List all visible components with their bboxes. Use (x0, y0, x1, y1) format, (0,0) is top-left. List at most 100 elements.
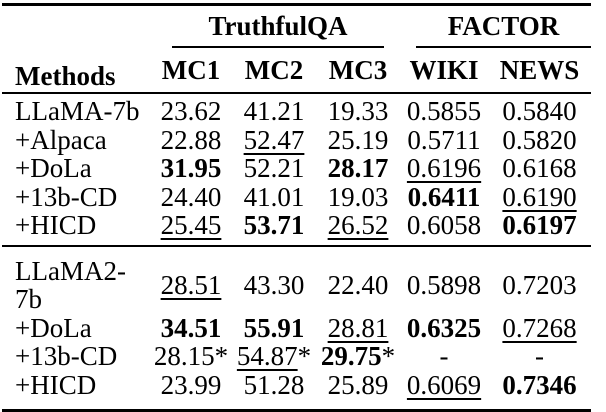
cell-value: 0.5840 (502, 96, 577, 126)
significance-asterisk: * (381, 341, 396, 371)
value-cell: 26.52 (316, 211, 400, 246)
value-cell: 0.5820 (488, 125, 591, 155)
value-cell: 0.6190 (488, 182, 591, 212)
value-cell: 25.19 (316, 124, 400, 155)
cell-value: 22.88 (160, 124, 222, 155)
value-cell: 28.81 (316, 312, 400, 343)
value-cell: 0.6196 (400, 154, 488, 183)
method-cell: +HICD (15, 210, 97, 240)
value-cell: 0.5711 (400, 124, 488, 155)
value-cell: 52.47 (232, 124, 316, 155)
cell-value: 55.91 (243, 312, 305, 343)
cell-value: 23.62 (160, 96, 222, 126)
cell-value: 0.5898 (406, 269, 482, 300)
cell-value: 24.40 (160, 181, 222, 212)
cell-value: 52.47 (243, 124, 305, 155)
table-row: +Alpaca 22.88 52.47 25.19 0.5711 0.5820 (2, 124, 591, 155)
value-cell: 28.15* (150, 342, 232, 371)
cell-value: 0.5855 (406, 96, 482, 126)
col-header-wiki: WIKI (409, 54, 479, 85)
method-cell: +HICD (15, 369, 97, 400)
value-cell: - (488, 342, 591, 371)
col-header-news: NEWS (499, 54, 580, 85)
cell-value: 41.21 (243, 96, 305, 126)
value-cell: 0.6197 (488, 211, 591, 246)
value-cell: 25.89 (316, 370, 400, 411)
factor-group-header: FACTOR (400, 5, 592, 48)
value-cell: 0.6325 (400, 313, 488, 343)
cell-value: - (439, 341, 449, 371)
table-row: LLaMA2-7b 28.51 43.30 22.40 0.5898 0.7203 (2, 244, 592, 314)
cell-value: 0.7268 (502, 312, 577, 343)
cell-value: 0.6069 (406, 369, 482, 400)
value-cell: 0.5898 (400, 244, 489, 314)
value-cell: 28.51 (150, 244, 232, 314)
method-cell: +13b-CD (15, 341, 118, 371)
cell-value: 0.6197 (502, 210, 577, 240)
value-cell: 23.62 (150, 92, 232, 126)
table-row: +HICD 25.45 53.71 26.52 0.6058 0.6197 (2, 211, 591, 246)
cell-value: 28.51 (160, 269, 222, 300)
value-cell: 34.51 (150, 312, 232, 343)
value-cell: 0.5840 (488, 92, 592, 126)
value-cell: 0.7268 (488, 312, 591, 343)
cell-value: 41.01 (243, 181, 305, 212)
table-row: +13b-CD 28.15* 54.87* 29.75* - - (2, 342, 591, 371)
value-cell: 31.95 (150, 154, 232, 183)
value-cell: 22.88 (150, 124, 232, 155)
cell-value: 28.15 (153, 341, 215, 371)
results-table: Methods TruthfulQA FACTOR MC1 MC2 MC3 WI… (2, 3, 592, 412)
value-cell: 0.6069 (400, 369, 488, 411)
value-cell: 29.75* (316, 342, 400, 371)
value-cell: 41.01 (232, 181, 316, 212)
cell-value: 53.71 (243, 210, 305, 240)
value-cell: 54.87* (232, 342, 316, 371)
cell-value: 22.40 (327, 269, 389, 300)
value-cell: 0.6058 (400, 211, 488, 246)
cell-value: 25.19 (327, 124, 389, 155)
cell-value: 43.30 (243, 269, 305, 300)
value-cell: 51.28 (232, 369, 316, 411)
cell-value: 0.6058 (406, 210, 482, 240)
method-cell: +13b-CD (15, 181, 118, 212)
cell-value: 54.87 (236, 341, 298, 371)
value-cell: 0.5855 (400, 92, 489, 126)
cell-value: 31.95 (160, 153, 222, 183)
value-cell: 53.71 (232, 211, 316, 246)
value-cell: 24.40 (150, 181, 232, 212)
table-row: +DoLa 31.95 52.21 28.17 0.6196 0.6168 (2, 154, 591, 183)
cell-value: 51.28 (243, 369, 305, 400)
value-cell: 0.6168 (488, 154, 591, 183)
value-cell: 0.7346 (488, 369, 591, 411)
method-cell: LLaMA-7b (2, 92, 150, 126)
cell-value: 52.21 (243, 153, 305, 183)
cell-value: 0.6411 (407, 181, 481, 212)
cell-value: 0.7203 (502, 269, 577, 300)
method-cell: +DoLa (15, 312, 92, 343)
value-cell: 0.7203 (488, 244, 592, 314)
table-row: LLaMA-7b 23.62 41.21 19.33 0.5855 0.5840 (2, 92, 592, 126)
value-cell: 19.03 (316, 181, 400, 212)
value-cell: - (400, 342, 488, 371)
value-cell: 28.17 (316, 154, 400, 183)
value-cell: 55.91 (232, 312, 316, 343)
cell-value: 29.75 (320, 341, 382, 371)
significance-asterisk: * (297, 341, 312, 371)
cell-value: 26.52 (327, 210, 389, 240)
col-header-mc2: MC2 (244, 54, 304, 85)
subcolumn-header-row: MC1 MC2 MC3 WIKI NEWS (2, 48, 591, 93)
cell-value: 19.03 (327, 181, 389, 212)
cell-value: 28.81 (327, 312, 389, 343)
cell-value: 34.51 (160, 312, 222, 343)
cell-value: 0.7346 (502, 369, 577, 400)
table-row: +DoLa 34.51 55.91 28.81 0.6325 0.7268 (2, 312, 591, 343)
cell-value: 0.5711 (407, 124, 481, 155)
cell-value: 19.33 (327, 96, 389, 126)
table-body-group-2: LLaMA2-7b 28.51 43.30 22.40 0.5898 0.7203 +DoL… (2, 244, 592, 411)
col-header-mc3: MC3 (328, 54, 388, 85)
value-cell: 41.21 (232, 92, 316, 126)
truthfulqa-group-label: TruthfulQA (172, 9, 385, 48)
table-row: +HICD 23.99 51.28 25.89 0.6069 0.7346 (2, 369, 591, 411)
value-cell: 25.45 (150, 211, 232, 246)
value-cell: 22.40 (316, 244, 401, 314)
